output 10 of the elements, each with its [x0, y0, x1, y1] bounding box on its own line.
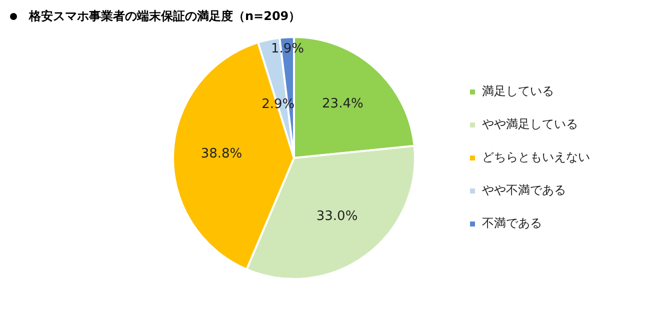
- legend-label: 満足している: [482, 84, 554, 98]
- data-label: 38.8%: [200, 146, 242, 162]
- data-label: 33.0%: [316, 208, 358, 224]
- legend-label: どちらともいえない: [482, 150, 590, 164]
- legend-label: やや満足している: [482, 117, 578, 132]
- chart-title: 格安スマホ事業者の端末保証の満足度（n=209）: [29, 8, 301, 25]
- legend-label: やや不満である: [482, 183, 566, 198]
- legend-label: 不満である: [482, 216, 542, 230]
- data-label: 2.9%: [262, 97, 295, 112]
- data-label: 23.4%: [322, 96, 364, 112]
